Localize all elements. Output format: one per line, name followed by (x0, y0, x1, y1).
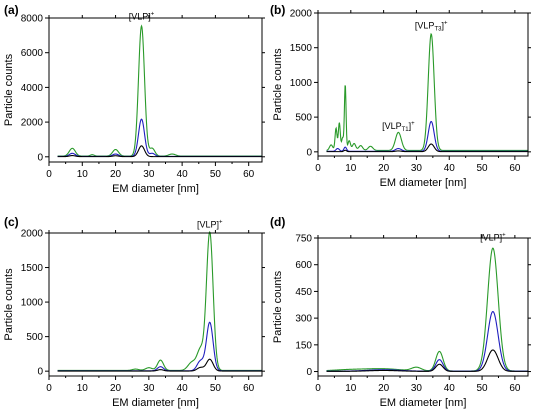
y-tick-label: 0 (306, 367, 312, 378)
y-axis-title: Particle counts (272, 270, 284, 343)
plot-frame (317, 237, 529, 377)
x-tick-label: 60 (243, 169, 255, 180)
series-line-1 (326, 247, 528, 372)
y-axis-title: Particle counts (3, 268, 15, 341)
x-tick-label: 0 (46, 383, 52, 394)
y-tick-label: 2000 (21, 118, 44, 129)
peak-annotation: [VLPT3]+ (415, 20, 448, 32)
series-line-2 (57, 321, 262, 372)
plot-frame (317, 12, 529, 157)
y-tick-label: 500 (26, 332, 43, 343)
x-tick-label: 50 (477, 383, 489, 394)
y-axis-title: Particle counts (3, 53, 15, 126)
x-tick-label: 10 (345, 383, 357, 394)
x-tick-label: 0 (315, 383, 321, 394)
x-tick-label: 40 (444, 383, 456, 394)
x-axis-title: EM diameter [nm] (380, 397, 467, 409)
series-line-2 (326, 310, 528, 372)
y-tick-label: 600 (295, 260, 312, 271)
y-tick-label: 4000 (21, 83, 44, 94)
y-tick-label: 1000 (290, 78, 313, 89)
x-tick-label: 10 (77, 169, 89, 180)
y-tick-label: 500 (295, 113, 312, 124)
plot-frame (48, 232, 263, 377)
x-tick-label: 30 (143, 383, 155, 394)
y-tick-label: 300 (295, 314, 312, 325)
x-tick-label: 60 (243, 383, 255, 394)
x-tick-label: 10 (345, 163, 357, 174)
x-tick-label: 50 (477, 163, 489, 174)
series-line-3 (57, 145, 262, 158)
x-tick-label: 50 (210, 169, 222, 180)
panel-label: (a) (4, 3, 19, 17)
x-tick-label: 0 (315, 163, 321, 174)
x-tick-label: 0 (46, 169, 52, 180)
x-tick-label: 40 (177, 383, 189, 394)
x-axis-title: EM diameter [nm] (112, 397, 199, 409)
peak-annotation: [VLPT1]+ (382, 121, 415, 133)
x-tick-label: 50 (210, 383, 222, 394)
x-tick-label: 20 (110, 383, 122, 394)
y-tick-label: 750 (295, 234, 312, 245)
x-tick-label: 20 (378, 383, 390, 394)
series-line-3 (326, 349, 528, 372)
y-tick-label: 8000 (21, 14, 44, 25)
y-tick-label: 0 (306, 147, 312, 158)
x-tick-label: 10 (77, 383, 89, 394)
peak-annotation: [VLP]+ (129, 12, 155, 22)
panel-label: (b) (270, 3, 285, 17)
y-tick-label: 1000 (21, 298, 44, 309)
y-tick-label: 0 (37, 152, 43, 163)
y-tick-label: 6000 (21, 48, 44, 59)
peak-annotation: [VLP]+ (197, 219, 223, 229)
x-tick-label: 30 (411, 163, 423, 174)
series-line-3 (57, 358, 262, 372)
y-tick-label: 0 (37, 367, 43, 378)
panel-label: (c) (4, 215, 19, 229)
panel-b: (b) 0 10 20 30 40 50 60 0 500 1000 1500 2000 EM diame… (270, 3, 531, 189)
x-axis-title: EM diameter [nm] (112, 183, 199, 195)
x-tick-label: 60 (509, 163, 521, 174)
x-tick-label: 60 (509, 383, 521, 394)
x-tick-label: 40 (177, 169, 189, 180)
series-line-1 (57, 24, 262, 157)
y-tick-label: 1500 (290, 43, 313, 54)
series-line-1 (57, 231, 262, 372)
peak-annotation: [VLP]+ (480, 233, 506, 243)
x-tick-label: 30 (411, 383, 423, 394)
x-tick-label: 20 (378, 163, 390, 174)
series-line-1 (326, 32, 528, 151)
series-line-3 (326, 143, 528, 153)
y-tick-label: 2000 (21, 229, 44, 240)
y-tick-label: 450 (295, 287, 312, 298)
panel-label: (d) (270, 215, 285, 229)
y-axis-title: Particle counts (272, 48, 284, 121)
x-tick-label: 40 (444, 163, 456, 174)
y-tick-label: 2000 (290, 9, 313, 20)
x-axis-title: EM diameter [nm] (380, 177, 467, 189)
y-tick-label: 1500 (21, 263, 44, 274)
plot-frame (48, 17, 263, 163)
panel-c: (c) 0 10 20 30 40 50 60 0 500 1000 1500 2000 EM diame… (3, 215, 265, 409)
series-line-2 (57, 118, 262, 157)
panel-a: (a) 0 10 20 30 40 50 60 0 2000 4000 6000 8000 EM diam… (3, 3, 265, 195)
x-tick-label: 30 (143, 169, 155, 180)
x-tick-label: 20 (110, 169, 122, 180)
y-tick-label: 150 (295, 340, 312, 351)
